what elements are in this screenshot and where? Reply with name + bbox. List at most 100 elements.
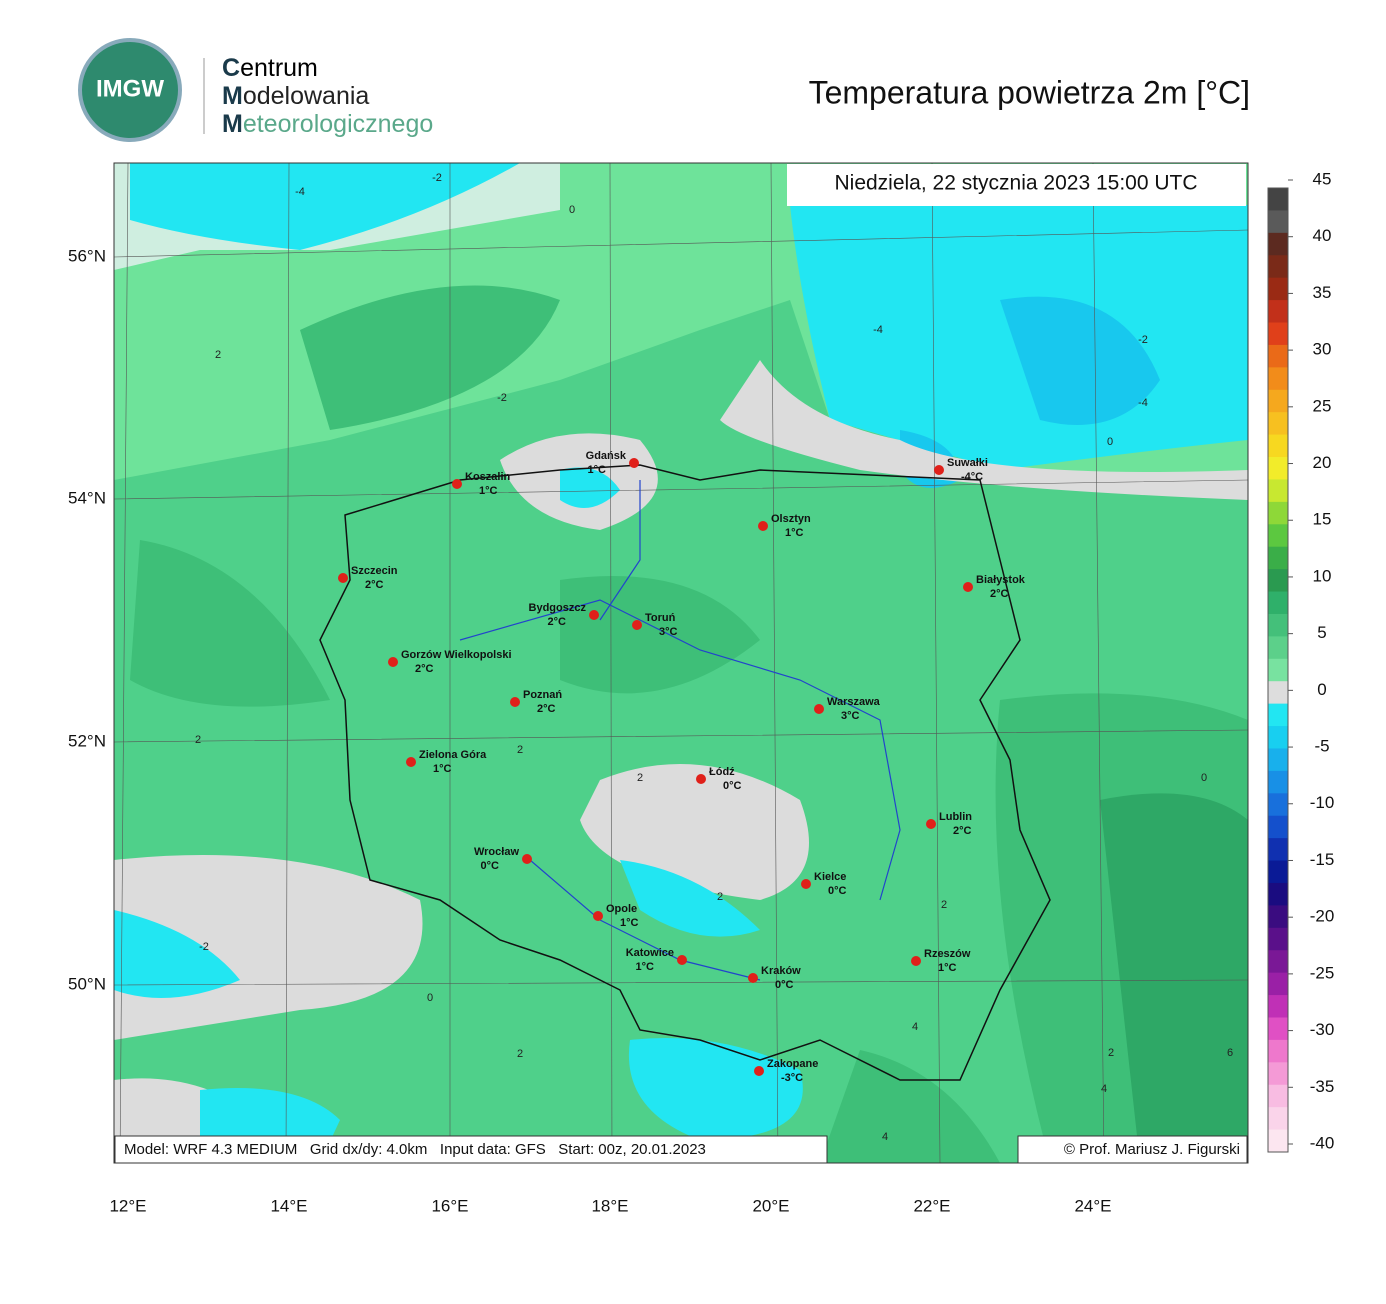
colorbar-label: 40 xyxy=(1313,226,1332,245)
colorbar-label: -10 xyxy=(1310,793,1335,812)
colorbar-band xyxy=(1268,569,1288,593)
colorbar-band xyxy=(1268,815,1288,839)
lon-label: 22°E xyxy=(913,1196,950,1215)
colorbar-band xyxy=(1268,726,1288,749)
graticule xyxy=(114,163,1248,1163)
city-name: Białystok xyxy=(976,574,1026,586)
colorbar-band xyxy=(1268,367,1288,391)
colorbar-band xyxy=(1268,1039,1288,1063)
colorbar-label: 10 xyxy=(1313,566,1332,585)
colorbar-band xyxy=(1268,412,1288,436)
contour-label: 2 xyxy=(517,744,523,756)
colorbar-band xyxy=(1268,344,1288,368)
contour-label: 6 xyxy=(1227,1047,1233,1059)
colorbar-band xyxy=(1268,658,1288,682)
city-name: Koszalin xyxy=(465,471,511,483)
colorbar-label: -40 xyxy=(1310,1133,1335,1152)
city-temp: 2°C xyxy=(548,616,567,628)
colorbar-band xyxy=(1268,501,1288,525)
city-temp: 2°C xyxy=(953,825,972,837)
city-name: Bydgoszcz xyxy=(529,602,587,614)
colorbar-band xyxy=(1268,793,1288,817)
colorbar-band xyxy=(1268,972,1288,996)
city-marker xyxy=(589,610,599,620)
lat-label: 52°N xyxy=(68,731,106,750)
footer-box xyxy=(114,1135,828,1164)
colorbar-band xyxy=(1268,770,1288,794)
city-marker xyxy=(388,657,398,667)
city-marker xyxy=(632,620,642,630)
contour-label: 0 xyxy=(1107,436,1113,448)
colorbar-label: 30 xyxy=(1313,340,1332,359)
contour-label: 2 xyxy=(517,1048,523,1060)
city-marker xyxy=(748,973,758,983)
colorbar-band xyxy=(1268,591,1288,615)
colorbar-band xyxy=(1268,1017,1288,1041)
logo xyxy=(78,38,182,142)
city-name: Lublin xyxy=(939,811,972,823)
colorbar-band xyxy=(1268,232,1288,256)
city-name: Łódź xyxy=(709,766,735,778)
org-line: Modelowania xyxy=(222,82,370,110)
colorbar-band xyxy=(1268,322,1288,346)
city-name: Toruń xyxy=(645,612,676,624)
contour-label: 2 xyxy=(1108,1047,1114,1059)
contour-label: 2 xyxy=(717,891,723,903)
contour-label: 4 xyxy=(912,1021,918,1033)
city-name: Olsztyn xyxy=(771,513,811,525)
contour-label: -4 xyxy=(1138,397,1148,409)
lon-label: 18°E xyxy=(591,1196,628,1215)
lat-label: 56°N xyxy=(68,246,106,265)
city-temp: 1°C xyxy=(620,917,639,929)
lon-label: 16°E xyxy=(431,1196,468,1215)
colorbar-label: -5 xyxy=(1314,737,1329,756)
colorbar-band xyxy=(1268,1107,1288,1131)
lat-label: 54°N xyxy=(68,488,106,507)
city-temp: 2°C xyxy=(415,663,434,675)
lon-label: 24°E xyxy=(1074,1196,1111,1215)
colorbar-band xyxy=(1268,524,1288,548)
colorbar-band xyxy=(1268,479,1288,503)
city-temp: 2°C xyxy=(365,579,384,591)
colorbar-label: 35 xyxy=(1313,283,1332,302)
city-name: Kielce xyxy=(814,871,846,883)
city-name: Opole xyxy=(606,903,637,915)
city-marker xyxy=(510,697,520,707)
contour-label: 2 xyxy=(941,899,947,911)
border xyxy=(319,464,1051,1081)
lon-label: 14°E xyxy=(270,1196,307,1215)
colorbar-band xyxy=(1268,613,1288,637)
city-temp: 1°C xyxy=(636,961,655,973)
colorbar-label: -25 xyxy=(1310,963,1335,982)
colorbar-band xyxy=(1268,681,1288,705)
city-name: Suwałki xyxy=(947,457,988,469)
footer-box xyxy=(1017,1135,1248,1164)
city-marker xyxy=(696,774,706,784)
city-name: Gdańsk xyxy=(586,450,627,462)
contour-label: 0 xyxy=(569,204,575,216)
city-name: Zielona Góra xyxy=(419,749,487,761)
colorbar-band xyxy=(1268,905,1288,929)
colorbar-band xyxy=(1268,188,1288,211)
city-marker xyxy=(452,479,462,489)
field-warmest xyxy=(1100,793,1248,1163)
city-name: Katowice xyxy=(626,947,674,959)
city-temp: 1°C xyxy=(433,763,452,775)
colorbar-band xyxy=(1268,1129,1288,1153)
contour-label: -2 xyxy=(432,172,442,184)
city-temp: 0°C xyxy=(723,780,742,792)
footer-right: © Prof. Mariusz J. Figurski xyxy=(1064,1141,1240,1158)
colorbar-band xyxy=(1268,300,1288,324)
contour-label: 2 xyxy=(195,734,201,746)
colorbar-band xyxy=(1268,636,1288,660)
city-marker xyxy=(801,879,811,889)
colorbar-band xyxy=(1268,389,1288,413)
colorbar-label: 20 xyxy=(1313,453,1332,472)
colorbar-label: -30 xyxy=(1310,1020,1335,1039)
colorbar-label: 25 xyxy=(1313,396,1332,415)
city-marker xyxy=(934,465,944,475)
colorbar-band xyxy=(1268,703,1288,727)
contour-label: 0 xyxy=(427,992,433,1004)
